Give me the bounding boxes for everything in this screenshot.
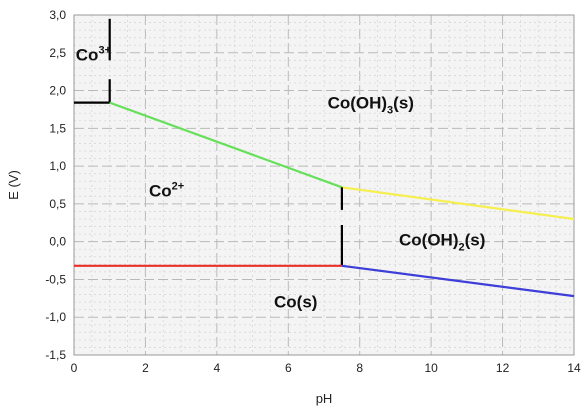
x-tick-label: 6	[285, 361, 292, 375]
x-tick-label: 12	[496, 361, 510, 375]
x-tick-label: 2	[142, 361, 149, 375]
region-label: Co(OH)3(s)	[328, 94, 414, 117]
region-labels: Co3+ Co2+ Co(OH)3(s) Co(OH)2(s) Co(s)	[76, 44, 486, 311]
plot-frame	[73, 14, 575, 356]
x-tick-label: 14	[567, 361, 581, 375]
series-layer	[74, 18, 575, 298]
y-tick-label: -1,5	[45, 348, 66, 362]
boundary-line	[109, 101, 343, 189]
x-tick-label: 8	[356, 361, 363, 375]
y-tick-label: 0,5	[49, 197, 66, 211]
y-tick-label: 1,0	[49, 159, 66, 173]
tick-labels: 0 2 4 6 8 10 12 14 3,0 2,5 2,0 1,5 1,0 0,5 0,0 -0,5 -1,0…	[45, 8, 581, 375]
grid-lines	[73, 14, 575, 356]
region-label: Co(OH)2(s)	[399, 230, 485, 253]
boundary-line	[341, 264, 575, 298]
region-label: Co2+	[149, 180, 184, 200]
x-tick-label: 4	[214, 361, 221, 375]
region-label: Co(s)	[274, 292, 317, 311]
x-tick-label: 0	[71, 361, 78, 375]
boundary-line	[341, 186, 575, 221]
y-tick-label: -0,5	[45, 272, 66, 286]
y-tick-label: 2,5	[49, 46, 66, 60]
x-tick-label: 10	[424, 361, 438, 375]
x-axis-title: pH	[316, 391, 333, 406]
y-tick-label: 2,0	[49, 84, 66, 98]
y-tick-label: 1,5	[49, 121, 66, 135]
y-tick-label: 3,0	[49, 8, 66, 22]
y-axis-title: E (V)	[6, 170, 21, 200]
y-tick-label: -1,0	[45, 310, 66, 324]
y-tick-label: 0,0	[49, 235, 66, 249]
region-label: Co3+	[76, 44, 111, 64]
